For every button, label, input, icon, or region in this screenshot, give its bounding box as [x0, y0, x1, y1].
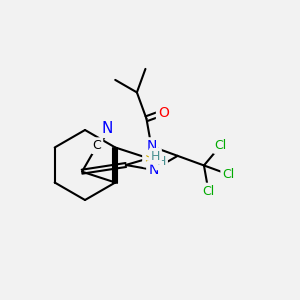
- Text: Cl: Cl: [202, 184, 214, 197]
- Text: N: N: [148, 163, 159, 177]
- Text: H: H: [151, 150, 160, 163]
- Text: Cl: Cl: [214, 139, 227, 152]
- Text: N: N: [146, 139, 157, 153]
- Text: C: C: [93, 139, 101, 152]
- Text: S: S: [144, 151, 153, 165]
- Text: Cl: Cl: [222, 168, 235, 181]
- Text: N: N: [101, 121, 113, 136]
- Text: H: H: [157, 155, 166, 168]
- Text: O: O: [158, 106, 169, 120]
